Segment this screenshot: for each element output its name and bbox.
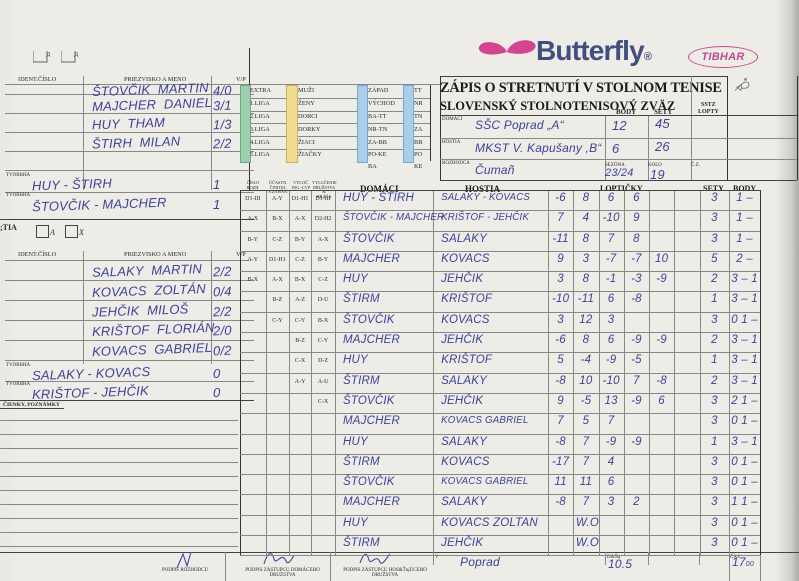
svg-text:A: A	[45, 52, 51, 59]
svg-text:A: A	[73, 52, 79, 59]
